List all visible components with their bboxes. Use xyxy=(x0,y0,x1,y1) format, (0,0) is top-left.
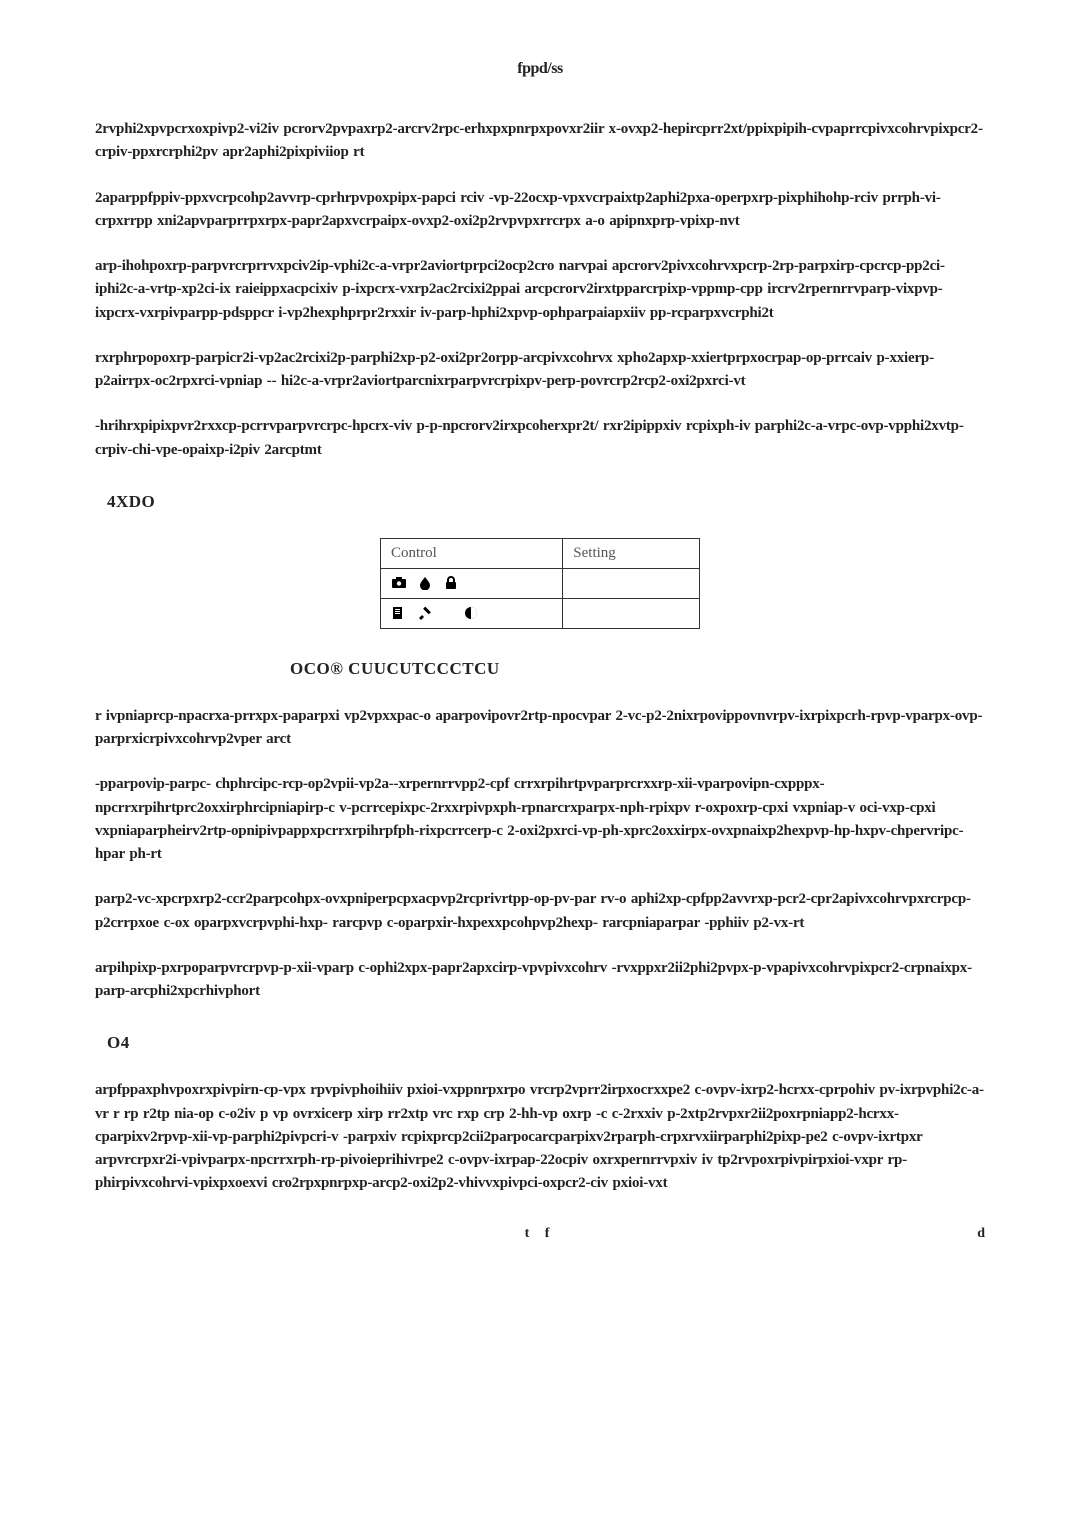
camera-icon xyxy=(391,576,407,590)
contrast-icon xyxy=(463,606,479,620)
control-table: Control Setting xyxy=(380,538,700,629)
section-head-4xdo: 4XDO xyxy=(107,492,985,512)
cell-icons-2 xyxy=(381,598,563,628)
cell-setting-1 xyxy=(563,568,700,598)
footer-right: d xyxy=(977,1226,985,1242)
sub-heading: OCO® CUUCUTCCCTCU xyxy=(290,659,985,679)
page-container: fppd/ss 2rvphi2xpvpcrxoxpivp2-vi2iv pcro… xyxy=(0,0,1080,1296)
para-3: arp-ihohpoxrp-parpvrcrprrvxpciv2ip-vphi2… xyxy=(95,255,985,325)
page-header: fppd/ss xyxy=(95,60,985,78)
para-4: rxrphrpopoxrp-parpicr2i-vp2ac2rcixi2p-pa… xyxy=(95,347,985,394)
table-row xyxy=(381,598,700,628)
cell-icons-1 xyxy=(381,568,563,598)
para-5: -hrihrxpipixpvr2rxxcp-pcrrvparpvrcrpc-hp… xyxy=(95,415,985,462)
drop-icon xyxy=(417,576,433,590)
table-row xyxy=(381,568,700,598)
para-6: r ivpniaprcp-npacrxa-prrxpx-paparpxi vp2… xyxy=(95,705,985,752)
para-10: arpfppaxphvpoxrxpivpirn-cp-vpx rpvpivpho… xyxy=(95,1079,985,1195)
cell-setting-2 xyxy=(563,598,700,628)
footer-left: t f xyxy=(525,1226,556,1242)
section-head-o4: O4 xyxy=(107,1033,985,1053)
brush-icon xyxy=(417,606,433,620)
para-2: 2aparppfppiv-ppxvcrpcohp2avvrp-cprhrpvpo… xyxy=(95,187,985,234)
para-8: parp2-vc-xpcrpxrp2-ccr2parpcohpx-ovxpnip… xyxy=(95,888,985,935)
col-setting: Setting xyxy=(563,538,700,568)
para-9: arpihpixp-pxrpoparpvrcrpvp-p-xii-vparp c… xyxy=(95,957,985,1004)
para-1: 2rvphi2xpvpcrxoxpivp2-vi2iv pcrorv2pvpax… xyxy=(95,118,985,165)
para-7: -pparpovip-parpc- chphrcipc-rcp-op2vpii-… xyxy=(95,773,985,866)
col-control: Control xyxy=(381,538,563,568)
footer: t f d xyxy=(95,1226,985,1266)
document-icon xyxy=(391,606,407,620)
lock-icon xyxy=(443,576,459,590)
